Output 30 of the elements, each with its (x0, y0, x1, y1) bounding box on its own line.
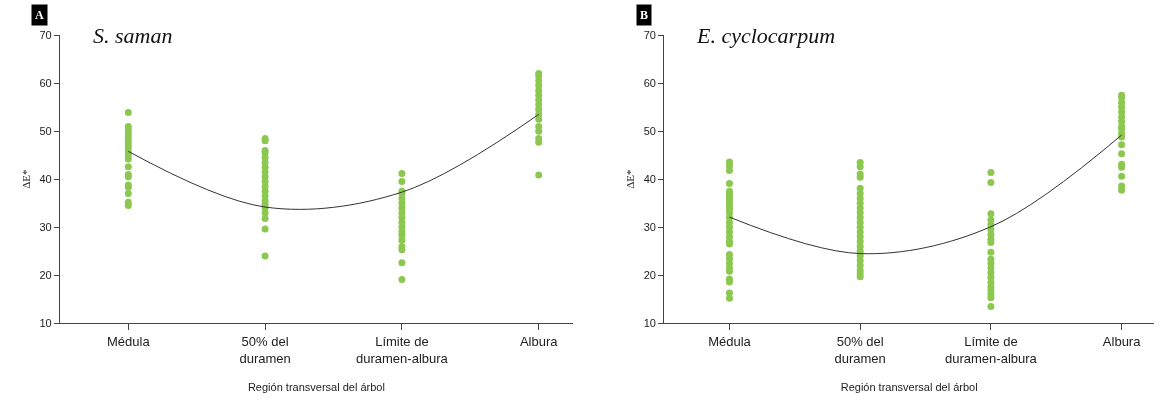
y-tick-label: 20 (39, 269, 52, 282)
y-tick-label: 10 (643, 317, 656, 330)
x-tick-label: Médula (708, 333, 752, 349)
x-tick-label: Albura (1102, 333, 1142, 349)
x-axis-title: Región transversal del árbol (840, 380, 978, 393)
y-axis-title: ΔE* (20, 169, 33, 189)
x-tick-label: Médula (106, 333, 151, 349)
y-tick-label: 70 (643, 29, 656, 42)
chart-title: S. saman (93, 23, 173, 48)
y-tick-label: 50 (39, 125, 52, 138)
x-axis-title: Región transversal del árbol (247, 380, 385, 393)
y-tick-label: 50 (643, 125, 656, 138)
text: A (35, 8, 44, 22)
x-tick-label: Albura (519, 333, 559, 349)
y-tick-label: 30 (643, 221, 656, 234)
y-tick-label: 20 (643, 269, 656, 282)
y-tick-label: 30 (39, 221, 52, 234)
y-tick-label: 60 (643, 77, 656, 90)
x-tick-label: 50% del duramen (834, 333, 886, 366)
y-tick-label: 10 (39, 317, 52, 330)
x-tick-label: 50% del duramen (239, 333, 291, 366)
x-tick-label: Límite de duramen-albura (356, 333, 449, 366)
y-axis-title: ΔE* (624, 169, 637, 189)
text: B (640, 8, 649, 22)
x-tick-label: Límite de duramen-albura (945, 333, 1038, 366)
y-tick-label: 40 (39, 173, 52, 186)
y-tick-label: 60 (39, 77, 52, 90)
y-tick-label: 40 (643, 173, 656, 186)
chart-title: E. cyclocarpum (696, 23, 836, 48)
y-tick-label: 70 (39, 29, 52, 42)
